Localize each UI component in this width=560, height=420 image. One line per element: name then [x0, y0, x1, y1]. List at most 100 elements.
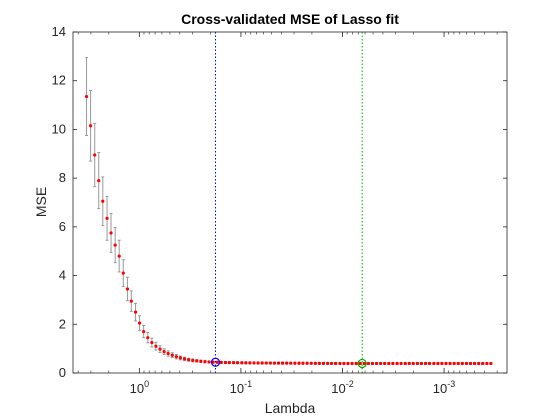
y-tick-label: 2: [59, 316, 66, 331]
mse-point: [133, 310, 138, 314]
mse-point: [223, 360, 228, 365]
mse-point: [383, 361, 387, 366]
mse-point: [166, 351, 170, 356]
mse-point: [411, 361, 415, 366]
mse-point: [333, 361, 338, 366]
mse-point: [374, 361, 379, 366]
mse-point: [129, 299, 133, 303]
mse-point: [419, 361, 424, 366]
min-mse-marker: [210, 357, 221, 367]
mse-point: [276, 361, 281, 365]
mse-point: [232, 361, 236, 365]
mse-point: [211, 360, 215, 364]
mse-point: [174, 355, 178, 359]
mse-point: [88, 124, 93, 128]
mse-point: [203, 360, 207, 364]
x-axis-label: Lambda: [265, 400, 316, 416]
plot-area: [73, 32, 507, 373]
mse-point: [317, 361, 321, 365]
mse-point: [309, 361, 313, 365]
mse-point: [297, 361, 301, 365]
mse-point: [256, 361, 260, 365]
mse-point: [403, 361, 407, 366]
mse-point: [150, 340, 154, 345]
mse-point: [113, 243, 117, 247]
mse-point: [97, 178, 101, 183]
y-axis: 0 2 4 6 8 10 12 14: [52, 24, 507, 380]
mse-point: [146, 336, 150, 340]
mse-point: [329, 361, 334, 366]
mse-point: [468, 361, 473, 366]
mse-point: [240, 361, 244, 365]
mse-point: [207, 360, 211, 364]
mse-point: [109, 231, 113, 235]
mse-point: [248, 361, 252, 365]
mse-point: [105, 216, 109, 220]
mse-point: [326, 361, 330, 366]
mse-point: [199, 359, 203, 363]
mse-point: [162, 349, 166, 354]
mse-point: [362, 361, 366, 366]
mse-point: [489, 361, 493, 366]
mse-point: [235, 361, 240, 365]
mse-point: [182, 357, 187, 361]
y-tick-label: 14: [52, 24, 66, 39]
mse-point: [460, 361, 464, 366]
mse-point: [440, 361, 444, 366]
mse-point: [117, 254, 121, 258]
mse-point: [354, 361, 358, 366]
one-se-marker: [357, 358, 367, 369]
mse-point: [407, 361, 411, 366]
mse-points: [84, 94, 493, 366]
y-tick-label: 8: [59, 170, 66, 185]
y-tick-label: 6: [59, 219, 66, 234]
mse-point: [244, 361, 248, 365]
mse-point: [272, 361, 277, 365]
mse-point: [423, 361, 428, 366]
x-tick-label: 10-1: [230, 379, 252, 396]
mse-point: [370, 361, 375, 366]
mse-point: [415, 361, 419, 366]
mse-point: [448, 361, 452, 366]
x-tick-label: 10-2: [331, 379, 353, 396]
mse-point: [293, 361, 297, 365]
mse-point: [481, 361, 485, 366]
mse-point: [346, 361, 350, 366]
mse-point: [477, 361, 481, 366]
mse-point: [280, 361, 285, 365]
mse-point: [366, 361, 370, 366]
mse-point: [358, 361, 362, 366]
axes-box: [72, 31, 508, 374]
mse-point: [154, 344, 158, 348]
mse-point: [427, 361, 432, 366]
y-tick-label: 12: [52, 73, 66, 88]
y-axis-label: MSE: [33, 187, 49, 217]
mse-point: [227, 360, 231, 365]
y-tick-label: 0: [59, 365, 66, 380]
mse-point: [289, 361, 293, 365]
mse-point: [170, 353, 174, 357]
mse-point: [305, 361, 309, 365]
mse-point: [268, 361, 272, 365]
mse-point: [313, 361, 317, 365]
mse-point: [93, 153, 97, 157]
mse-point: [436, 361, 440, 366]
mse-point: [452, 361, 456, 366]
mse-point: [137, 321, 142, 325]
mse-point: [84, 94, 89, 99]
x-tick-label: 10-3: [433, 379, 455, 396]
y-tick-label: 10: [52, 121, 66, 136]
mse-point: [260, 361, 264, 365]
mse-point: [121, 271, 125, 275]
mse-point: [264, 361, 268, 365]
mse-point: [195, 359, 199, 363]
mse-point: [178, 356, 183, 360]
mse-point: [379, 361, 383, 366]
mse-point: [350, 361, 354, 366]
mse-point: [321, 361, 326, 365]
y-tick-label: 4: [59, 268, 66, 283]
mse-point: [485, 361, 489, 366]
mse-point: [158, 347, 162, 351]
